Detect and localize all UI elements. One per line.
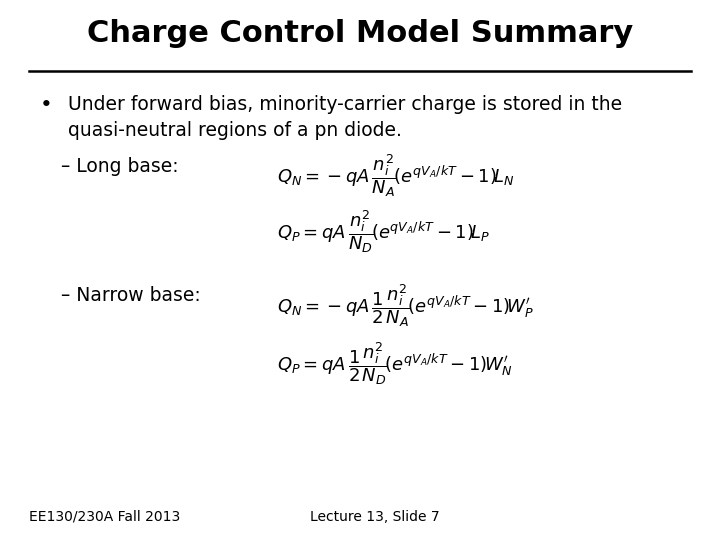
Text: Lecture 13, Slide 7: Lecture 13, Slide 7 [310, 510, 439, 524]
Text: $Q_N = -qA\,\dfrac{1}{2}\dfrac{n_i^2}{N_A}\!\left(e^{qV_A/kT}-1\right)\!W_P'$: $Q_N = -qA\,\dfrac{1}{2}\dfrac{n_i^2}{N_… [277, 282, 534, 329]
Text: •: • [40, 94, 53, 114]
Text: $Q_P = qA\,\dfrac{1}{2}\dfrac{n_i^2}{N_D}\!\left(e^{qV_A/kT}-1\right)\!W_N'$: $Q_P = qA\,\dfrac{1}{2}\dfrac{n_i^2}{N_D… [277, 340, 513, 387]
Text: Charge Control Model Summary: Charge Control Model Summary [87, 19, 633, 48]
Text: – Long base:: – Long base: [61, 157, 179, 176]
Text: EE130/230A Fall 2013: EE130/230A Fall 2013 [29, 510, 180, 524]
Text: $Q_P = qA\,\dfrac{n_i^2}{N_D}\!\left(e^{qV_A/kT}-1\right)\!L_P$: $Q_P = qA\,\dfrac{n_i^2}{N_D}\!\left(e^{… [277, 208, 490, 255]
Text: Under forward bias, minority-carrier charge is stored in the: Under forward bias, minority-carrier cha… [68, 94, 623, 113]
Text: $Q_N = -qA\,\dfrac{n_i^2}{N_A}\!\left(e^{qV_A/kT}-1\right)\!L_N$: $Q_N = -qA\,\dfrac{n_i^2}{N_A}\!\left(e^… [277, 152, 515, 199]
Text: quasi-neutral regions of a pn diode.: quasi-neutral regions of a pn diode. [68, 122, 402, 140]
Text: – Narrow base:: – Narrow base: [61, 286, 201, 305]
